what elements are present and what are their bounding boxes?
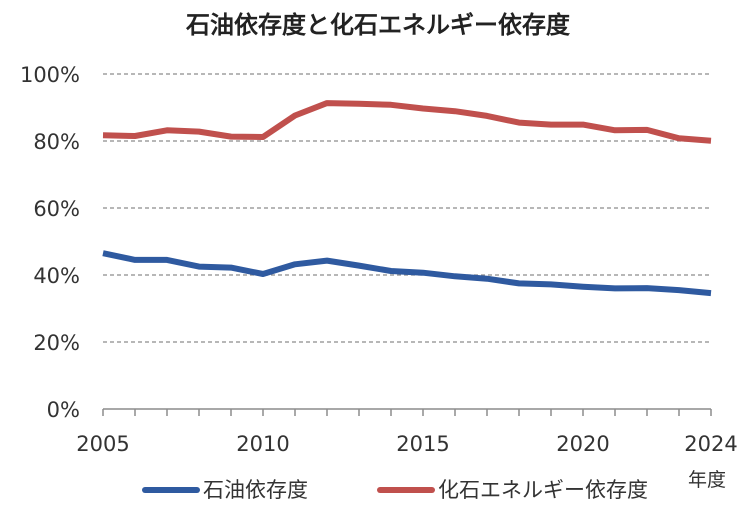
x-tick-label: 2020: [556, 432, 609, 456]
x-tick-label: 2005: [76, 432, 129, 456]
x-tick-label: 2010: [236, 432, 289, 456]
series-lines: [102, 100, 712, 297]
legend: 石油依存度 化石エネルギー依存度: [142, 478, 648, 502]
chart-title: 石油依存度と化石エネルギー依存度: [185, 11, 571, 39]
x-axis-ticks: 2005 2010 2015 2020 2024: [76, 432, 737, 456]
legend-label-oil: 石油依存度: [203, 478, 308, 502]
y-tick-label: 20%: [33, 331, 80, 355]
y-axis-ticks: 0% 20% 40% 60% 80% 100%: [20, 63, 80, 422]
x-tick-label: 2015: [396, 432, 449, 456]
y-tick-label: 40%: [33, 264, 80, 288]
y-tick-label: 80%: [33, 130, 80, 154]
gridlines: [103, 73, 711, 343]
x-tick-label: 2024: [684, 432, 737, 456]
y-tick-label: 60%: [33, 197, 80, 221]
x-unit-label: 年度: [688, 469, 726, 491]
axes: [102, 408, 712, 416]
legend-label-fossil: 化石エネルギー依存度: [438, 478, 648, 502]
series-line-fossil: [102, 100, 712, 144]
series-line-oil: [102, 250, 712, 297]
y-tick-label: 100%: [20, 63, 80, 87]
y-tick-label: 0%: [47, 398, 80, 422]
